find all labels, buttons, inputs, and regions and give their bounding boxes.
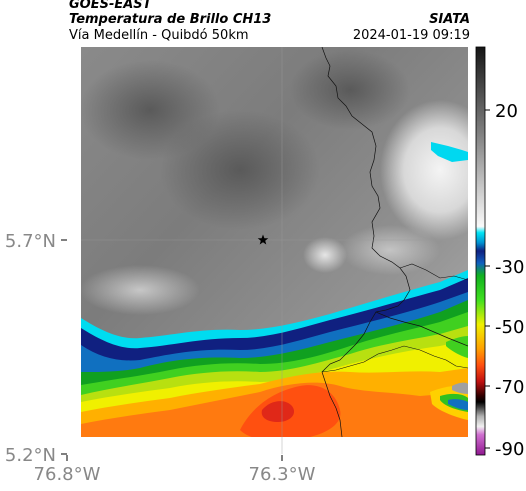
colorbar-tick: 20 [495,101,518,122]
brightness-temperature-image [81,47,468,454]
product-title: Temperatura de Brillo CH13 [69,12,272,27]
datetime-label: 2024-01-19 09:19 [352,28,470,43]
lat-tick-label: 5.7°N [5,231,56,252]
lon-tick-label: 76.3°W [249,464,316,485]
colorbar-tick: -30 [495,257,524,278]
lat-tick-label: 5.2°N [5,445,56,466]
star-icon [257,234,269,245]
region-label: Vía Medellín - Quibdó 50km [69,28,249,43]
colorbar-tick: -70 [495,377,524,398]
lon-tick-label: 76.8°W [34,464,101,485]
colorbar-tick: -50 [495,317,524,338]
agency-label: SIATA [429,12,470,27]
colorbar-tick: -90 [495,439,524,460]
department-boundary [321,47,411,438]
satellite-title: GOES-EAST [69,0,152,12]
colorbar [475,46,486,456]
